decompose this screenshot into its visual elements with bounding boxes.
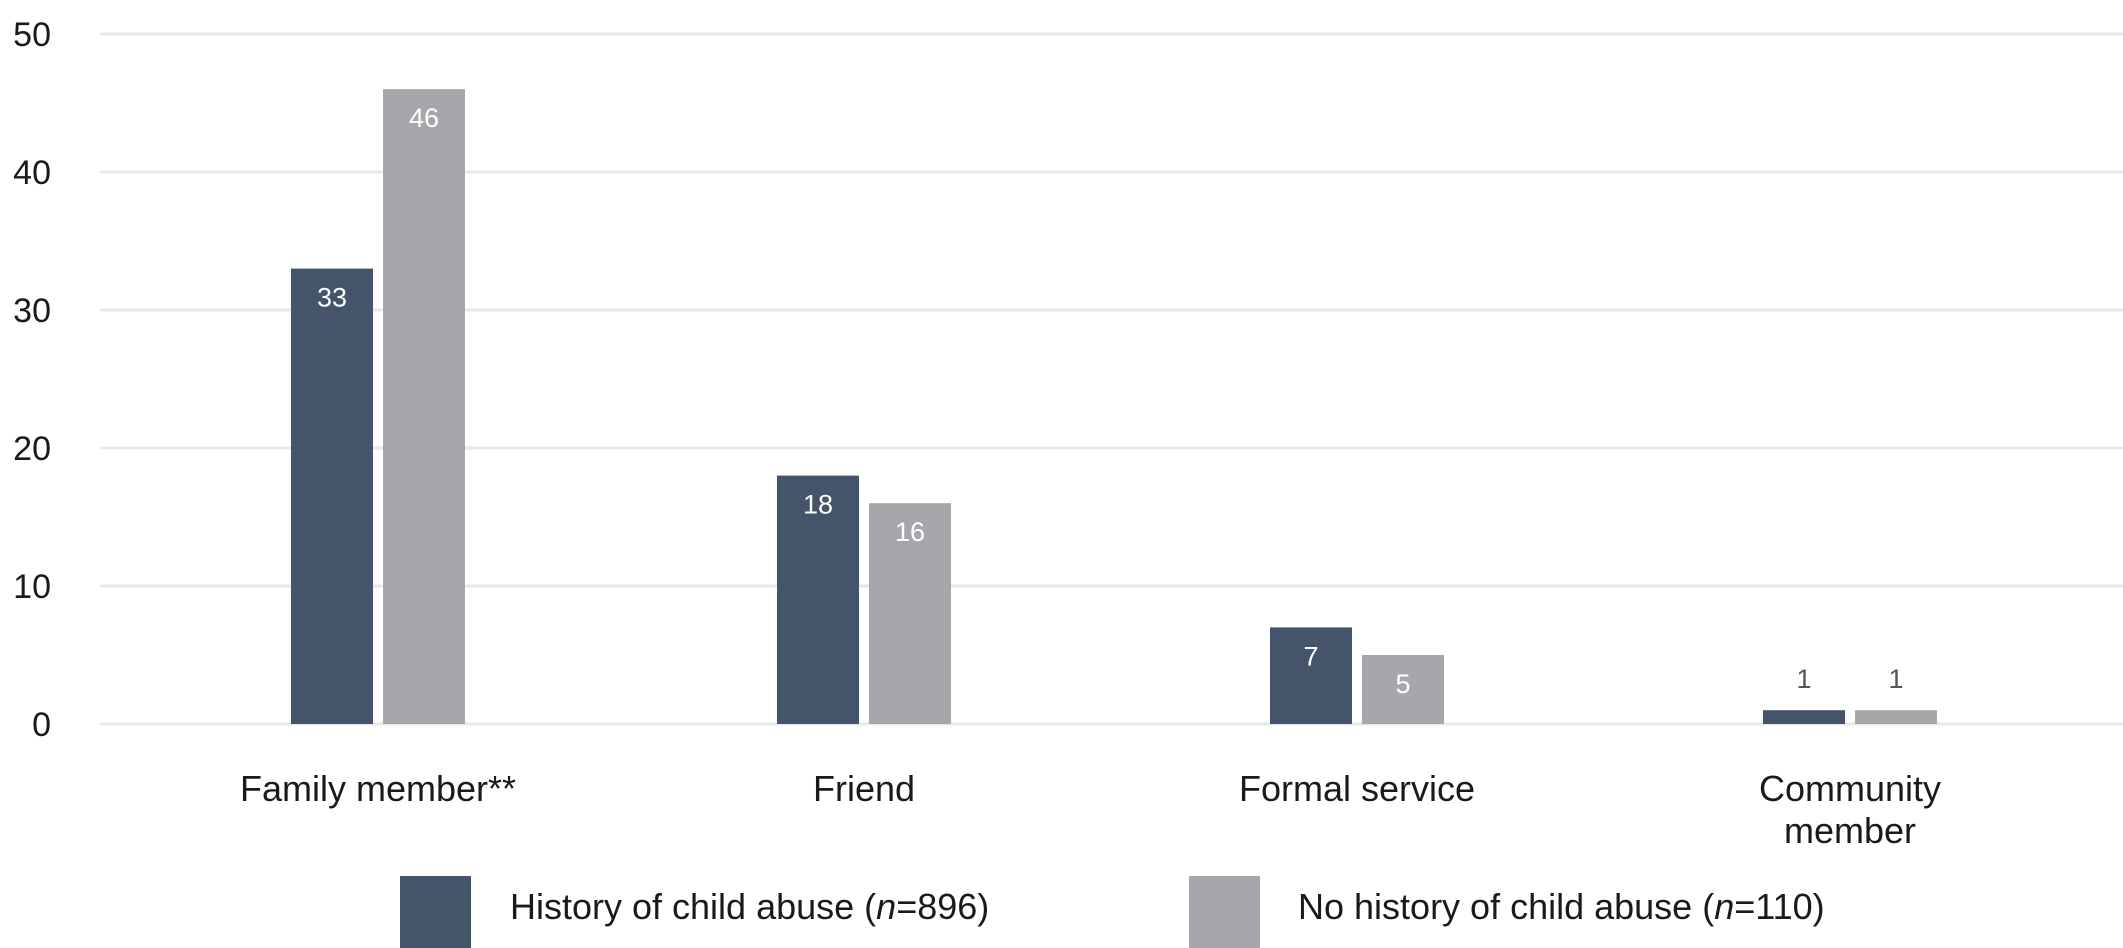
- data-label: 7: [1303, 641, 1318, 671]
- legend-label-text: History of child abuse (: [510, 886, 876, 927]
- y-tick-label: 20: [13, 430, 51, 468]
- bar: [777, 475, 859, 724]
- category-label-line: member: [1784, 810, 1916, 851]
- y-tick-label: 10: [13, 568, 51, 606]
- data-labels: 33 18 7 1 46 16 5 1: [317, 103, 1904, 699]
- legend-label-italic: n: [876, 886, 896, 927]
- bar: [1362, 655, 1444, 724]
- category-label: Community member: [1759, 768, 1941, 851]
- legend-label: History of child abuse (n=896): [510, 886, 989, 927]
- data-label: 1: [1796, 664, 1811, 694]
- bar: [1763, 710, 1845, 724]
- legend-label-text: =110): [1734, 886, 1824, 927]
- legend-swatch: [400, 876, 471, 948]
- category-label: Formal service: [1239, 768, 1475, 809]
- data-label: 5: [1395, 669, 1410, 699]
- category-label-line: Family member**: [240, 768, 516, 809]
- bars: [291, 89, 1937, 724]
- y-tick-label: 40: [13, 154, 51, 192]
- data-label: 1: [1888, 664, 1903, 694]
- category-label: Friend: [813, 768, 915, 809]
- bar: [869, 503, 951, 724]
- y-tick-label: 30: [13, 292, 51, 330]
- legend-label-text: =896): [896, 886, 989, 927]
- bar: [383, 89, 465, 724]
- data-label: 46: [409, 103, 439, 133]
- bar: [1270, 627, 1352, 724]
- bar: [291, 268, 373, 724]
- category-label: Family member**: [240, 768, 516, 809]
- y-tick-label: 50: [13, 16, 51, 54]
- y-axis-ticks: 0 10 20 30 40 50: [13, 16, 51, 744]
- category-label-line: Friend: [813, 768, 915, 809]
- bar: [1855, 710, 1937, 724]
- legend: History of child abuse (n=896) No history…: [400, 876, 1825, 948]
- x-axis-categories: Family member** Friend Formal service Commu…: [240, 768, 1941, 851]
- legend-swatch: [1189, 876, 1260, 948]
- data-label: 18: [803, 490, 833, 520]
- y-tick-label: 0: [32, 706, 51, 744]
- legend-label-italic: n: [1714, 886, 1734, 927]
- data-label: 16: [895, 517, 925, 547]
- category-label-line: Formal service: [1239, 768, 1475, 809]
- data-label: 33: [317, 283, 347, 313]
- legend-label: No history of child abuse (n=110): [1298, 886, 1825, 927]
- category-label-line: Community: [1759, 768, 1941, 809]
- legend-label-text: No history of child abuse (: [1298, 886, 1714, 927]
